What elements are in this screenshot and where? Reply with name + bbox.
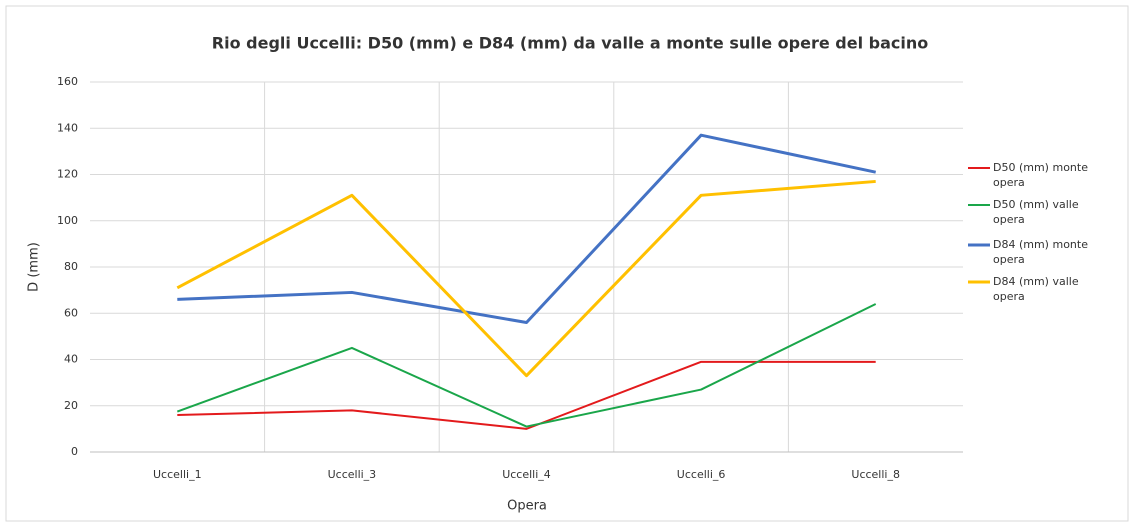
x-tick-label: Uccelli_1 <box>153 468 202 481</box>
chart-border <box>5 5 1129 522</box>
y-tick-label: 120 <box>57 168 78 181</box>
y-tick-label: 100 <box>57 214 78 227</box>
legend-label: D84 (mm) monte opera <box>993 238 1088 266</box>
x-tick-label: Uccelli_3 <box>328 468 377 481</box>
chart-title: Rio degli Uccelli: D50 (mm) e D84 (mm) d… <box>212 34 928 53</box>
y-tick-label: 140 <box>57 121 78 134</box>
y-tick-label: 20 <box>64 399 78 412</box>
legend-label: D50 (mm) monte opera <box>993 161 1088 189</box>
y-tick-label: 160 <box>57 75 78 88</box>
y-tick-label: 60 <box>64 306 78 319</box>
y-tick-label: 40 <box>64 353 78 366</box>
legend-label: D84 (mm) valle opera <box>993 275 1079 303</box>
y-axis-label: D (mm) <box>27 242 42 292</box>
y-tick-label: 80 <box>64 260 78 273</box>
y-tick-label: 0 <box>71 445 78 458</box>
series-line <box>176 179 876 378</box>
x-tick-label: Uccelli_8 <box>851 468 900 481</box>
x-axis-label: Opera <box>507 499 547 514</box>
series-line <box>177 133 877 324</box>
x-tick-label: Uccelli_6 <box>677 468 726 481</box>
legend-label: D50 (mm) valle opera <box>993 198 1079 226</box>
series-line <box>176 303 877 428</box>
x-tick-label: Uccelli_4 <box>502 468 551 481</box>
